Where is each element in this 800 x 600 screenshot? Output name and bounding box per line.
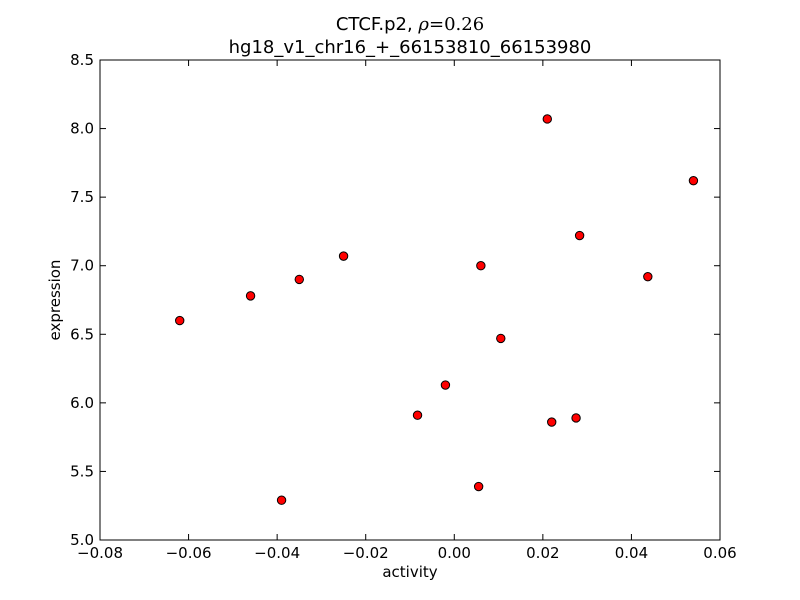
scatter-point xyxy=(542,114,552,124)
scatter-point xyxy=(294,274,304,285)
plot-frame xyxy=(99,59,721,541)
x-tick-label: −0.08 xyxy=(77,544,123,562)
scatter-point xyxy=(643,271,653,282)
scatter-point xyxy=(688,175,699,186)
y-tick-label: 6.5 xyxy=(70,325,94,343)
scatter-point xyxy=(574,230,585,241)
y-tick-label: 7.0 xyxy=(70,257,94,275)
y-tick-label: 5.5 xyxy=(70,462,94,480)
scatter-point xyxy=(476,261,486,271)
scatter-point xyxy=(338,251,349,261)
y-axis-label: expression xyxy=(46,260,64,341)
scatter-point xyxy=(412,410,423,420)
scatter-point xyxy=(571,413,581,423)
x-tick-label: 0.00 xyxy=(438,544,471,562)
scatter-point xyxy=(175,315,185,326)
scatter-point xyxy=(276,495,287,505)
x-tick-label: 0.06 xyxy=(703,544,736,562)
y-tick-label: 5.0 xyxy=(70,531,94,549)
x-tick-label: −0.06 xyxy=(166,544,212,562)
ticks-layer: −0.08 −0.06 −0.04 −0.02 0.00 0.02 0.04 0.06 5.0 5… xyxy=(70,51,737,562)
scatter-point xyxy=(547,417,557,427)
scatter-point xyxy=(473,481,484,492)
scatter-point xyxy=(245,291,256,301)
y-tick-label: 8.0 xyxy=(70,120,94,138)
chart-subtitle: hg18_v1_chr16_+_66153810_66153980 xyxy=(229,37,592,58)
y-tick-label: 8.5 xyxy=(70,51,94,69)
scatter-point xyxy=(440,380,451,390)
x-axis-label: activity xyxy=(382,563,437,581)
x-tick-label: −0.02 xyxy=(343,544,389,562)
y-tick-label: 6.0 xyxy=(70,394,94,412)
scatter-point xyxy=(496,333,506,344)
y-tick-label: 7.5 xyxy=(70,188,94,206)
chart-title: CTCF.p2, ρ=0.26 xyxy=(336,14,484,35)
x-tick-label: 0.04 xyxy=(615,544,648,562)
plot-content xyxy=(175,114,699,505)
x-tick-label: 0.02 xyxy=(526,544,559,562)
x-tick-label: −0.04 xyxy=(254,544,300,562)
